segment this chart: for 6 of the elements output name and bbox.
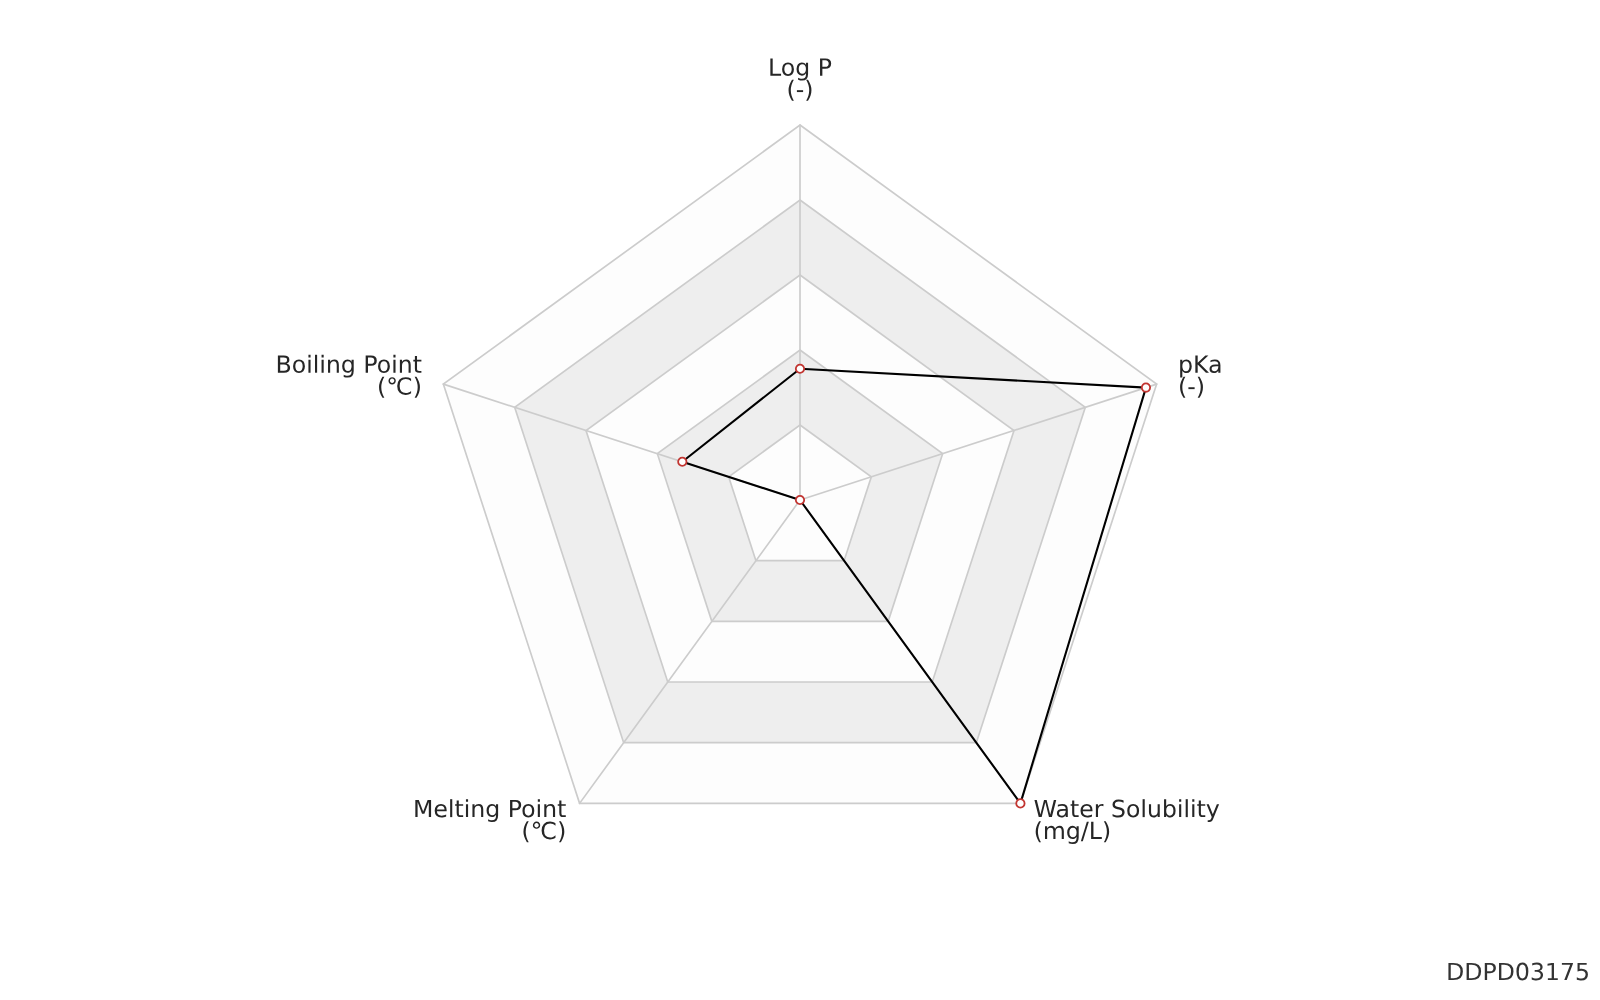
spoke-label: Water Solubility (mg/L) (1034, 799, 1220, 844)
spoke-label: Boiling Point (℃) (277, 354, 422, 398)
spoke-label: Log P (-) (770, 58, 832, 101)
text: DDPD03175 (1448, 962, 1588, 981)
spoke-label: Melting Point (℃) (415, 799, 566, 843)
spoke-label: pKa (-) (1180, 355, 1221, 398)
